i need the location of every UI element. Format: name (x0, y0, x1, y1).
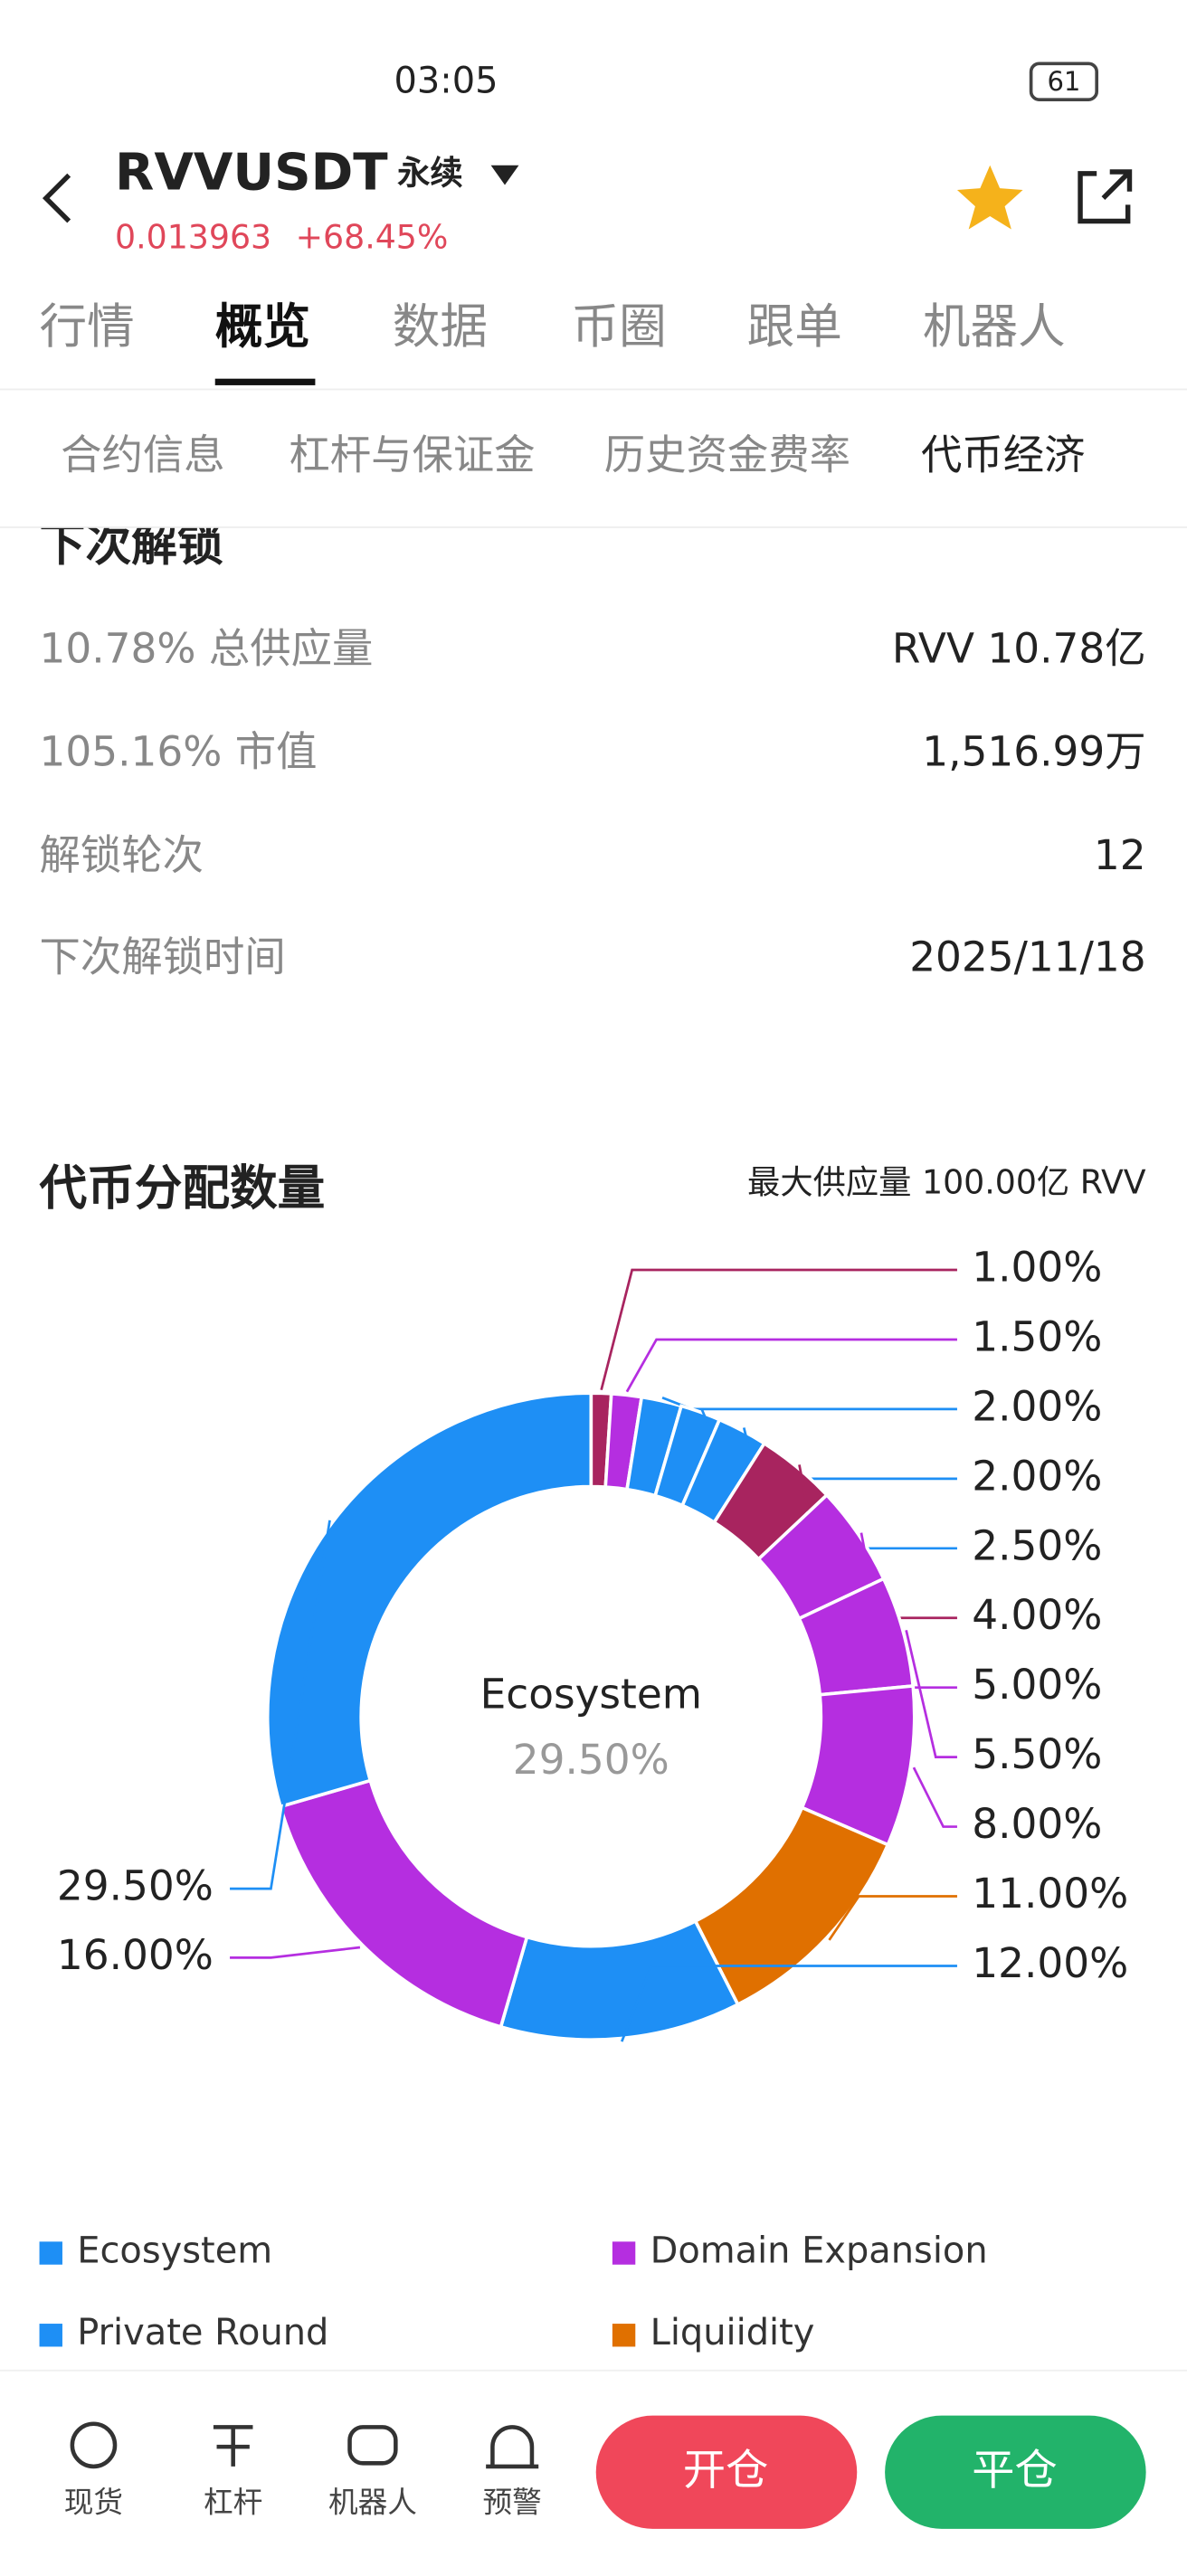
sub-tab-active[interactable]: 代币经济 (921, 431, 1085, 478)
spot-icon[interactable] (70, 2421, 118, 2469)
tab-active[interactable]: 概览 (215, 299, 310, 355)
favorite-star[interactable] (956, 165, 1023, 230)
leader-line (661, 1396, 957, 1411)
close-button-label[interactable]: 平仓 (972, 2446, 1057, 2496)
data-label: 2.50% (972, 1521, 1102, 1569)
sub-tab[interactable]: 历史资金费率 (604, 431, 850, 478)
battery (1029, 62, 1099, 102)
row-label: 解锁轮次 (40, 831, 204, 879)
leader-line (600, 1268, 957, 1391)
contract-type[interactable]: 永续 (397, 154, 463, 193)
legend-label: Ecosystem (77, 2230, 272, 2272)
donut-chart: 1.00% 1.50% 2.00% 2.00% 2.50% 4.00% 5.00% 5.50%… (57, 1244, 1128, 2042)
share-button[interactable] (1078, 169, 1133, 224)
row-value: RVV 10.78亿 (892, 624, 1146, 672)
pie-segment (266, 1391, 594, 1809)
nav-label[interactable]: 预警 (483, 2486, 542, 2520)
data-label: 5.00% (972, 1661, 1102, 1709)
nav-label[interactable]: 现货 (64, 2486, 123, 2520)
divider (0, 388, 1187, 391)
legend-swatch (612, 2324, 636, 2347)
tab[interactable]: 跟单 (747, 299, 842, 355)
row-label: 105.16% 市值 (40, 728, 318, 776)
legend-swatch (39, 2241, 62, 2265)
divider (0, 2369, 1187, 2372)
data-label: 12.00% (972, 1939, 1128, 1987)
sub-tab[interactable]: 合约信息 (61, 431, 224, 478)
sub-tab[interactable]: 杠杆与保证金 (289, 431, 535, 478)
row-value: 1,516.99万 (922, 728, 1145, 776)
legend-label: Domain Expansion (650, 2230, 988, 2272)
legend-label: Liquiidity (650, 2312, 815, 2353)
battery-level: 61 (1047, 66, 1080, 97)
close-button[interactable] (885, 2415, 1146, 2529)
leader-line (905, 1630, 957, 1758)
leader-line (230, 1520, 331, 1890)
data-label: 1.50% (972, 1312, 1102, 1360)
row-label: 下次解锁时间 (40, 933, 286, 981)
data-label: 29.50% (57, 1862, 214, 1910)
alert-icon[interactable] (486, 2425, 539, 2469)
legend-swatch (612, 2241, 636, 2265)
bot-icon[interactable] (347, 2425, 398, 2466)
legend-label: Private Round (77, 2312, 328, 2353)
pie-segment (499, 1918, 741, 2041)
data-label: 16.00% (57, 1931, 214, 1979)
leader-line (625, 1338, 957, 1393)
status-time: 03:05 (394, 61, 499, 102)
legend: Ecosystem Domain Expansion Private Round Li… (39, 2230, 988, 2353)
chart-subtitle: 最大供应量 100.00亿 RVV (747, 1163, 1146, 1202)
data-label: 5.50% (972, 1730, 1102, 1778)
leader-line (828, 1895, 957, 1941)
row-value: 12 (1094, 831, 1146, 879)
data-label: 8.00% (972, 1800, 1102, 1848)
legend-swatch (39, 2324, 62, 2347)
tab[interactable]: 数据 (393, 299, 488, 355)
row-value: 2025/11/18 (909, 933, 1145, 981)
leader-line (230, 1946, 361, 1959)
back-button[interactable] (42, 173, 71, 223)
open-button[interactable] (595, 2415, 858, 2529)
chart-title: 代币分配数量 (39, 1161, 326, 1217)
data-label: 2.00% (972, 1382, 1102, 1430)
center-label: Ecosystem (480, 1670, 702, 1718)
pie-segment (278, 1778, 529, 2030)
row-label: 10.78% 总供应量 (40, 624, 374, 672)
data-label: 11.00% (972, 1870, 1128, 1918)
leader-line (620, 1965, 957, 2042)
divider (0, 526, 1187, 528)
data-label: 4.00% (972, 1591, 1102, 1639)
tab-underline (214, 378, 316, 385)
tab[interactable]: 机器人 (923, 299, 1066, 355)
nav-label[interactable]: 杠杆 (204, 2486, 262, 2520)
center-value: 29.50% (513, 1736, 669, 1784)
top-bg (0, 1, 1187, 526)
dropdown-arrow[interactable] (490, 165, 519, 185)
price: 0.013963 (115, 217, 271, 256)
symbol: RVVUSDT (115, 143, 388, 202)
nav-label[interactable]: 机器人 (328, 2486, 417, 2520)
tab[interactable]: 币圈 (572, 299, 667, 355)
leader-line (912, 1766, 957, 1828)
tab[interactable]: 行情 (40, 299, 135, 355)
data-label: 2.00% (972, 1452, 1102, 1500)
margin-icon[interactable] (213, 2425, 253, 2467)
data-label: 1.00% (972, 1244, 1102, 1292)
price-change: +68.45% (296, 217, 449, 256)
open-button-label[interactable]: 开仓 (683, 2446, 768, 2496)
